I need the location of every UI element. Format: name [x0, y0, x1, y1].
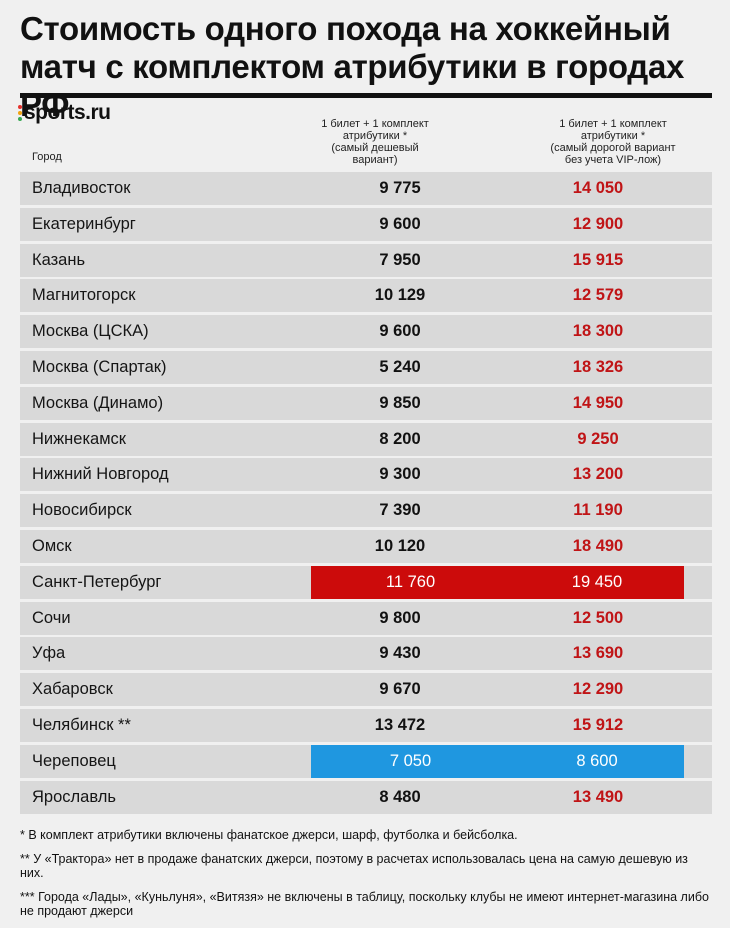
table-row: Новосибирск 7 390 11 190 [20, 494, 712, 528]
min-price-cell: 10 129 [374, 286, 426, 305]
table-row: Ярославль 8 480 13 490 [20, 780, 712, 814]
table-row: Магнитогорск 10 129 12 579 [20, 279, 712, 313]
max-price-cell: 13 200 [572, 465, 624, 484]
city-cell: Новосибирск [32, 501, 132, 520]
city-cell: Уфа [32, 644, 66, 663]
city-cell: Москва (ЦСКА) [32, 322, 149, 341]
table-row: Омск 10 120 18 490 [20, 529, 712, 563]
min-price-cell: 9 600 [379, 322, 421, 341]
column-header-min-line: атрибутики * [342, 130, 408, 142]
table-row: Москва (ЦСКА) 9 600 18 300 [20, 315, 712, 349]
footnotes: * В комплект атрибутики включены фанатск… [20, 828, 710, 928]
min-price-cell: 11 760 [311, 565, 510, 599]
min-price-cell: 7 950 [379, 250, 421, 269]
column-header-max: 1 билет + 1 комплект атрибутики * (самый… [528, 118, 698, 166]
city-cell: Санкт-Петербург [32, 572, 162, 591]
city-cell: Магнитогорск [32, 286, 136, 305]
max-price-cell: 11 190 [573, 501, 623, 520]
city-cell: Москва (Динамо) [32, 393, 164, 412]
column-header-min-line: вариант) [352, 154, 398, 166]
city-cell: Череповец [32, 751, 116, 770]
min-price-cell: 9 775 [379, 179, 421, 197]
max-price-cell: 18 300 [572, 322, 624, 341]
min-price-cell: 9 800 [379, 608, 421, 627]
min-price-cell: 5 240 [379, 357, 421, 376]
table-row: Екатеринбург 9 600 12 900 [20, 207, 712, 241]
min-price-cell: 9 850 [379, 393, 421, 412]
max-price-cell: 14 950 [572, 393, 624, 412]
max-price-cell: 12 290 [572, 680, 624, 699]
logo-dots-icon [18, 105, 22, 121]
city-cell: Челябинск ** [32, 715, 131, 734]
table-row: Владивосток 9 775 14 050 [20, 172, 712, 205]
max-price-cell: 9 250 [577, 429, 619, 448]
chart-title: Стоимость одного похода на хоккейный мат… [20, 10, 685, 123]
city-cell: Нижний Новгород [32, 465, 169, 484]
city-cell: Москва (Спартак) [32, 357, 167, 376]
max-price-cell: 12 900 [572, 214, 624, 233]
column-header-min-line: (самый дешевый [331, 142, 419, 154]
footnote-2: ** У «Трактора» нет в продаже фанатских … [20, 852, 688, 880]
min-price-cell: 9 300 [379, 465, 421, 484]
min-price-cell: 9 670 [379, 680, 421, 699]
table-row: Хабаровск 9 670 12 290 [20, 673, 712, 707]
min-price-cell: 7 050 [311, 744, 510, 778]
city-cell: Екатеринбург [32, 214, 136, 233]
column-header-min: 1 билет + 1 комплект атрибутики * (самый… [300, 118, 450, 166]
min-price-cell: 13 472 [374, 715, 426, 734]
table-row: Казань 7 950 15 915 [20, 243, 712, 277]
city-cell: Омск [32, 536, 72, 555]
column-header-max-line: атрибутики * [580, 130, 646, 142]
city-cell: Ярославль [32, 787, 116, 806]
table-row: Челябинск ** 13 472 15 912 [20, 708, 712, 742]
max-price-cell: 15 915 [572, 250, 624, 269]
column-header-max-line: (самый дорогой вариант [550, 142, 676, 154]
footnote-1: * В комплект атрибутики включены фанатск… [20, 828, 518, 842]
column-header-max-line: 1 билет + 1 комплект [559, 118, 667, 130]
table-row: Уфа 9 430 13 690 [20, 637, 712, 671]
min-price-cell: 9 600 [379, 214, 421, 233]
max-price-cell: 13 690 [572, 644, 624, 663]
min-price-cell: 8 480 [379, 787, 421, 806]
column-header-min-line: 1 билет + 1 комплект [321, 118, 429, 130]
max-price-cell: 12 500 [572, 608, 624, 627]
table-row: Сочи 9 800 12 500 [20, 601, 712, 635]
max-price-cell: 14 050 [572, 179, 624, 197]
max-price-cell: 19 450 [510, 565, 684, 599]
table-row: Москва (Динамо) 9 850 14 950 [20, 386, 712, 420]
title-divider [20, 93, 712, 98]
max-price-cell: 12 579 [572, 286, 624, 305]
price-table: Владивосток 9 775 14 050 Екатеринбург 9 600 1… [20, 172, 712, 816]
max-price-cell: 8 600 [510, 744, 684, 778]
table-row: Нижнекамск 8 200 9 250 [20, 422, 712, 456]
min-price-cell: 10 120 [374, 536, 426, 555]
logo-text: sports.ru [24, 101, 111, 124]
table-row: Череповец 7 050 8 600 [20, 744, 712, 778]
city-cell: Сочи [32, 608, 71, 627]
max-price-cell: 13 490 [572, 787, 624, 806]
max-price-cell: 18 490 [572, 536, 624, 555]
column-header-city: Город [32, 151, 62, 163]
column-header-max-line: без учета VIP-лож) [564, 154, 662, 166]
table-row: Москва (Спартак) 5 240 18 326 [20, 350, 712, 384]
min-price-cell: 8 200 [379, 429, 421, 448]
footnote-3: *** Города «Лады», «Куньлуня», «Витязя» … [20, 890, 709, 918]
min-price-cell: 7 390 [379, 501, 421, 520]
sports-ru-logo: sports.ru [18, 101, 111, 125]
city-cell: Хабаровск [32, 680, 113, 699]
city-cell: Нижнекамск [32, 429, 127, 448]
city-cell: Казань [32, 250, 86, 269]
table-row: Нижний Новгород 9 300 13 200 [20, 458, 712, 492]
city-cell: Владивосток [32, 179, 131, 197]
max-price-cell: 15 912 [572, 715, 624, 734]
max-price-cell: 18 326 [572, 357, 624, 376]
table-row: Санкт-Петербург 11 760 19 450 [20, 565, 712, 599]
min-price-cell: 9 430 [379, 644, 421, 663]
